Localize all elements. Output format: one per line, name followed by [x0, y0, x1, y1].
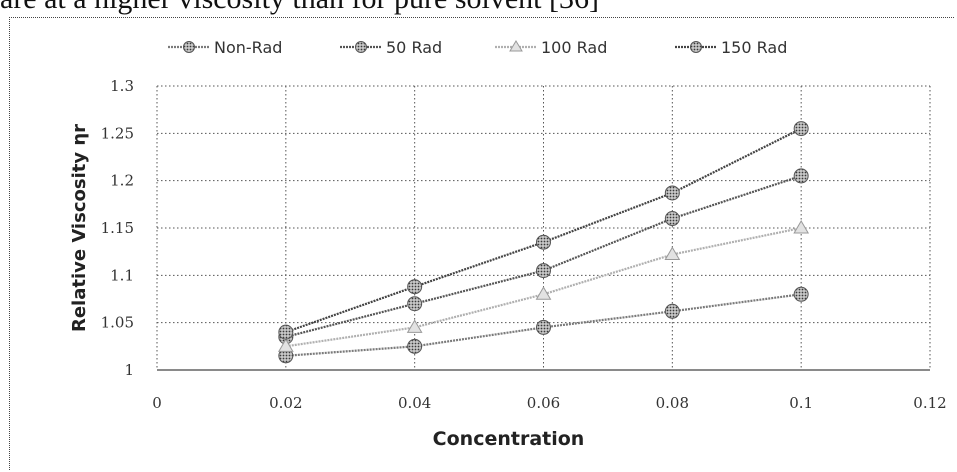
- series-layer: [277, 121, 810, 364]
- legend-label: 100 Rad: [541, 38, 607, 57]
- legend-label: 150 Rad: [721, 38, 787, 57]
- y-tick-label: 1: [124, 361, 134, 379]
- data-point: [278, 324, 294, 340]
- data-point: [407, 279, 423, 295]
- data-point: [664, 211, 680, 227]
- series-line: [285, 127, 802, 334]
- data-point: [793, 220, 810, 234]
- legend-label: Non-Rad: [214, 38, 282, 57]
- data-point: [407, 338, 423, 354]
- data-point: [536, 319, 551, 335]
- legend-item: 150 Rad: [675, 38, 787, 57]
- header-text: are at a higher viscosity than for pure …: [0, 0, 957, 14]
- y-tick-label: 1.2: [110, 172, 134, 190]
- series-100-rad: [277, 220, 810, 352]
- data-point: [535, 286, 552, 300]
- legend-item: 50 Rad: [340, 38, 442, 57]
- y-tick-label: 1.1: [110, 266, 134, 284]
- x-tick-label: 0.12: [913, 394, 946, 412]
- y-tick-label: 1.15: [101, 219, 134, 237]
- data-point: [536, 263, 551, 279]
- data-point: [664, 246, 681, 261]
- axis-layer: 1 1.05 1.1 1.15 1.2 1.25 1.3 0 0.02 0.04 0.06 0.08 0…: [101, 77, 947, 412]
- legend-marker: [355, 41, 367, 53]
- y-axis-title: Relative Viscosity ηr: [69, 124, 90, 332]
- legend-item: Non-Rad: [168, 38, 282, 57]
- series-150-rad: [278, 121, 809, 340]
- x-tick-label: 0.08: [656, 394, 689, 412]
- data-point: [407, 296, 423, 312]
- y-tick-label: 1.25: [101, 124, 134, 142]
- series-non-rad: [278, 286, 809, 364]
- data-point: [793, 168, 809, 184]
- series-50-rad: [278, 168, 809, 345]
- data-point: [793, 286, 809, 302]
- data-point: [536, 234, 551, 250]
- data-point: [277, 338, 294, 352]
- legend-marker: [183, 41, 195, 53]
- series-line: [285, 174, 802, 338]
- x-tick-label: 0.1: [789, 394, 813, 412]
- series-line: [285, 226, 802, 348]
- data-point: [406, 319, 423, 333]
- figure-frame: [9, 17, 954, 470]
- data-point: [793, 121, 809, 137]
- data-point: [664, 303, 680, 319]
- legend-layer: Non-Rad 50 Rad 100 Rad 150 Rad: [168, 38, 787, 57]
- x-tick-label: 0.04: [398, 394, 431, 412]
- legend-marker: [690, 41, 702, 53]
- x-tick-label: 0: [152, 394, 162, 412]
- legend-item: 100 Rad: [495, 38, 607, 57]
- y-tick-label: 1.3: [110, 77, 134, 95]
- legend-marker: [509, 40, 523, 52]
- legend-label: 50 Rad: [386, 38, 442, 57]
- x-tick-label: 0.06: [527, 394, 560, 412]
- x-tick-label: 0.02: [269, 394, 302, 412]
- data-point: [664, 185, 680, 201]
- x-axis-title: Concentration: [433, 428, 585, 450]
- y-tick-label: 1.05: [101, 314, 134, 332]
